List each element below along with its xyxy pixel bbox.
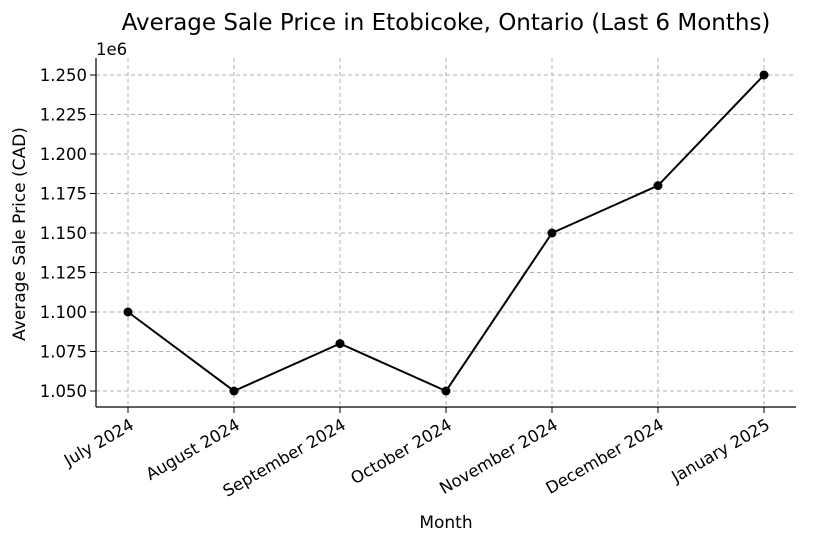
data-point — [547, 228, 557, 238]
y-axis-ticks: 1.050 1.075 1.100 1.125 1.150 1.175 1.200 1.225… — [40, 66, 96, 401]
y-tick-label: 1.100 — [40, 303, 87, 322]
x-tick-label: December 2024 — [542, 415, 667, 498]
y-axis-label: Average Sale Price (CAD) — [10, 127, 30, 341]
grid — [96, 58, 796, 407]
data-point — [441, 386, 451, 396]
y-tick-label: 1.075 — [40, 343, 87, 362]
data-point — [653, 181, 663, 191]
y-tick-label: 1.125 — [40, 264, 87, 283]
y-tick-label: 1.175 — [40, 185, 87, 204]
y-tick-label: 1.050 — [40, 382, 87, 401]
y-tick-label: 1.225 — [40, 106, 87, 125]
data-point — [335, 339, 345, 349]
y-axis-offset-label: 1e6 — [96, 40, 127, 59]
x-axis-label: Month — [419, 513, 472, 533]
series — [123, 70, 769, 396]
y-tick-label: 1.150 — [40, 224, 87, 243]
x-tick-label: January 2025 — [668, 415, 773, 487]
data-point — [123, 307, 133, 317]
data-point — [229, 386, 239, 396]
data-point — [759, 70, 769, 80]
x-tick-label: October 2024 — [347, 415, 455, 488]
y-tick-label: 1.200 — [40, 145, 87, 164]
x-tick-label: August 2024 — [143, 415, 243, 484]
y-tick-label: 1.250 — [40, 66, 87, 85]
x-tick-label: November 2024 — [436, 415, 561, 498]
x-tick-label: July 2024 — [60, 415, 137, 470]
chart-title: Average Sale Price in Etobicoke, Ontario… — [122, 10, 771, 36]
